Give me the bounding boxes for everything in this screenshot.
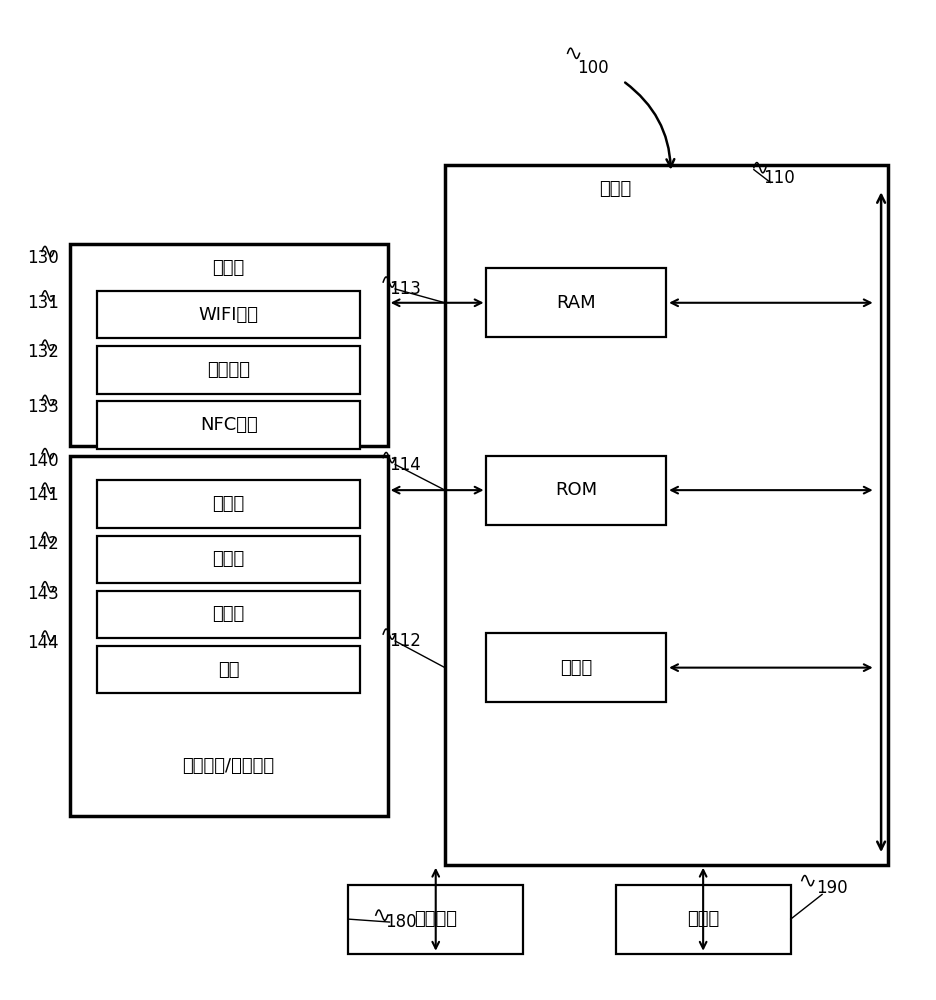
Text: 通信器: 通信器 bbox=[212, 259, 244, 277]
Text: 144: 144 bbox=[27, 634, 59, 652]
Bar bbox=[487, 268, 666, 337]
Text: 190: 190 bbox=[816, 879, 848, 897]
Bar bbox=[487, 633, 666, 702]
Bar bbox=[97, 480, 360, 528]
Text: 触摸板: 触摸板 bbox=[212, 550, 245, 568]
Bar bbox=[97, 346, 360, 393]
Text: 112: 112 bbox=[389, 632, 421, 650]
Bar bbox=[97, 591, 360, 638]
Text: 蓝牙模块: 蓝牙模块 bbox=[207, 361, 250, 379]
Text: 143: 143 bbox=[27, 585, 59, 603]
Bar bbox=[97, 536, 360, 583]
Bar bbox=[487, 456, 666, 525]
Text: 按键: 按键 bbox=[218, 661, 240, 679]
Text: 141: 141 bbox=[27, 486, 59, 504]
Text: 114: 114 bbox=[389, 456, 421, 474]
Text: 存储器: 存储器 bbox=[687, 910, 719, 928]
Text: 180: 180 bbox=[385, 913, 417, 931]
Text: ROM: ROM bbox=[555, 481, 597, 499]
Text: 130: 130 bbox=[27, 249, 59, 267]
Text: 传感器: 传感器 bbox=[212, 605, 245, 623]
Bar bbox=[69, 244, 388, 446]
Text: 100: 100 bbox=[577, 59, 608, 77]
Bar bbox=[97, 291, 360, 338]
Text: 用户输入/输出接口: 用户输入/输出接口 bbox=[183, 757, 274, 775]
Bar bbox=[445, 165, 887, 865]
Text: 供电电源: 供电电源 bbox=[415, 910, 457, 928]
Text: 132: 132 bbox=[27, 343, 59, 361]
Bar bbox=[69, 456, 388, 816]
Text: NFC模块: NFC模块 bbox=[200, 416, 257, 434]
Bar bbox=[97, 646, 360, 693]
Text: 142: 142 bbox=[27, 535, 59, 553]
Text: 131: 131 bbox=[27, 294, 59, 312]
Bar bbox=[616, 885, 791, 954]
Bar bbox=[97, 401, 360, 449]
Text: 140: 140 bbox=[27, 452, 59, 470]
Bar bbox=[348, 885, 523, 954]
Text: RAM: RAM bbox=[557, 294, 596, 312]
Text: 113: 113 bbox=[389, 280, 421, 298]
Text: 麦克风: 麦克风 bbox=[212, 495, 245, 513]
Text: WIFI模块: WIFI模块 bbox=[198, 306, 258, 324]
Text: 处理器: 处理器 bbox=[561, 659, 592, 677]
Text: 110: 110 bbox=[763, 169, 795, 187]
Text: 133: 133 bbox=[27, 398, 59, 416]
Text: 控制器: 控制器 bbox=[599, 180, 632, 198]
